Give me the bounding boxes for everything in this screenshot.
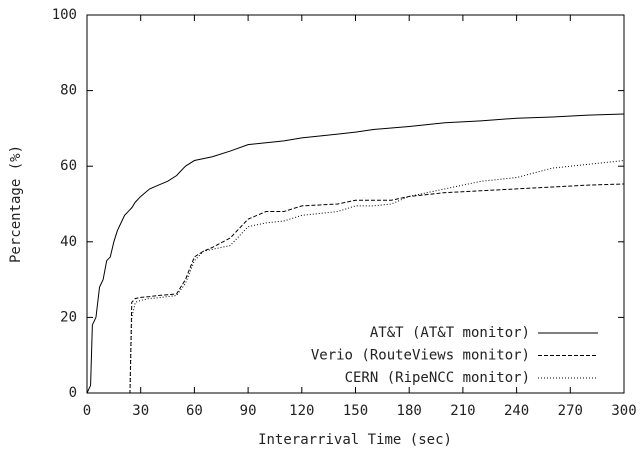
x-tick-label: 180 [397, 403, 422, 419]
x-tick-label: 300 [611, 403, 636, 419]
y-axis-label: Percentage (%) [8, 145, 24, 263]
y-tick-label: 20 [60, 309, 77, 325]
x-tick-label: 0 [83, 403, 91, 419]
x-tick-label: 30 [132, 403, 149, 419]
x-tick-label: 90 [240, 403, 257, 419]
x-axis-label: Interarrival Time (sec) [258, 432, 452, 448]
plot-frame [86, 14, 625, 394]
y-tick-label: 60 [60, 158, 77, 174]
x-tick-label: 60 [186, 403, 203, 419]
y-tick-label: 0 [69, 385, 77, 401]
y-tick-label: 100 [52, 7, 77, 23]
legend-label: AT&T (AT&T monitor) [370, 325, 530, 341]
series-line [86, 113, 625, 394]
x-tick-label: 240 [504, 403, 529, 419]
legend-label: CERN (RipeNCC monitor) [345, 370, 530, 386]
x-tick-label: 210 [450, 403, 475, 419]
series-line [87, 183, 625, 394]
x-tick-label: 120 [289, 403, 314, 419]
y-tick-label: 80 [60, 83, 77, 99]
legend-label: Verio (RouteViews monitor) [311, 348, 530, 364]
x-tick-label: 270 [558, 403, 583, 419]
x-tick-label: 150 [343, 403, 368, 419]
y-tick-label: 40 [60, 234, 77, 250]
